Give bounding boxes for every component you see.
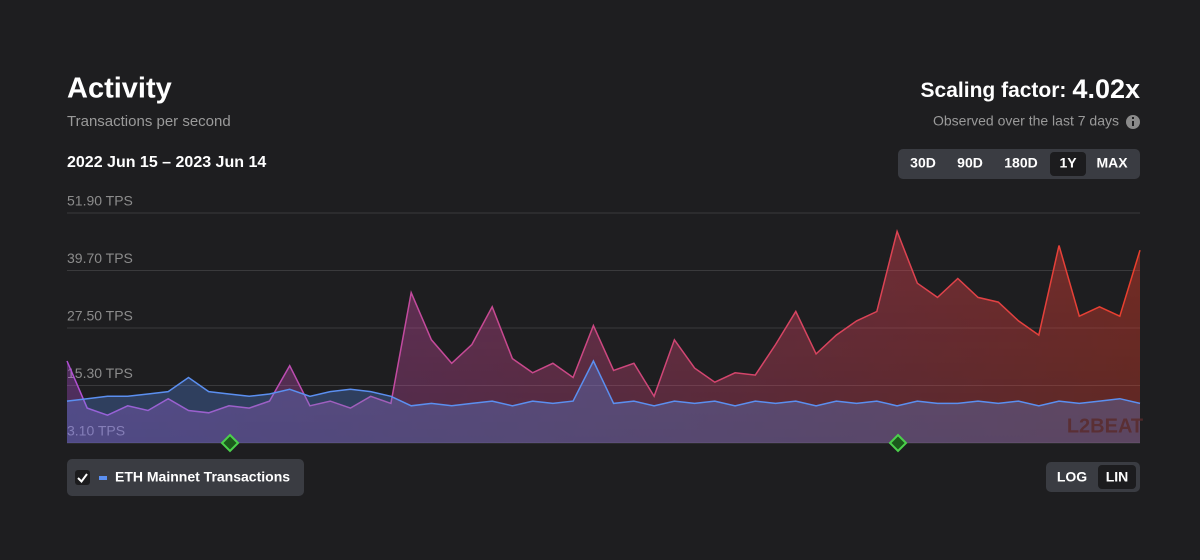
title: Activity (67, 73, 172, 105)
subtitle: Transactions per second (67, 113, 231, 130)
range-button[interactable]: 30D (910, 155, 936, 171)
y-tick-label: 51.90 TPS (67, 193, 133, 209)
scale-button[interactable]: LIN (1106, 469, 1129, 485)
legend-label: ETH Mainnet Transactions (115, 469, 290, 485)
area (67, 361, 1140, 443)
scaling-factor: Scaling factor: 4.02x (921, 74, 1140, 104)
range-button-active (1050, 152, 1086, 176)
scaling-label: Scaling factor: (921, 79, 1067, 102)
range-button[interactable]: 1Y (1059, 155, 1077, 171)
scale-button[interactable]: LOG (1057, 469, 1087, 485)
watermark: L2BEAT (1067, 415, 1143, 437)
legend-swatch (99, 476, 107, 480)
y-tick-label: 27.50 TPS (67, 308, 133, 324)
range-button[interactable]: 90D (957, 155, 983, 171)
controls: 30D 90D 180D 1Y MAX LOG LIN ETH Mainnet Transac… (75, 152, 1136, 489)
line (66, 359, 1141, 407)
scale-button-active (1098, 465, 1136, 489)
milestone[interactable] (888, 433, 908, 453)
date-range: 2022 Jun 15 – 2023 Jun 14 (67, 154, 266, 171)
info-glyph (1132, 121, 1134, 126)
area (67, 231, 1140, 443)
info-glyph (1132, 117, 1134, 119)
scaling-note: Observed over the last 7 days (933, 113, 1119, 129)
y-tick-label: 39.70 TPS (67, 250, 133, 266)
legend-box (67, 459, 304, 496)
milestone[interactable] (220, 433, 240, 453)
range-button[interactable]: 180D (1004, 155, 1037, 171)
scaling-value: 4.02x (1072, 74, 1140, 104)
legend-checkbox[interactable] (75, 470, 90, 485)
line (66, 228, 1141, 417)
y-tick-label: 15.30 TPS (67, 365, 133, 381)
range-button[interactable]: MAX (1096, 155, 1128, 171)
checkmark (77, 473, 88, 484)
